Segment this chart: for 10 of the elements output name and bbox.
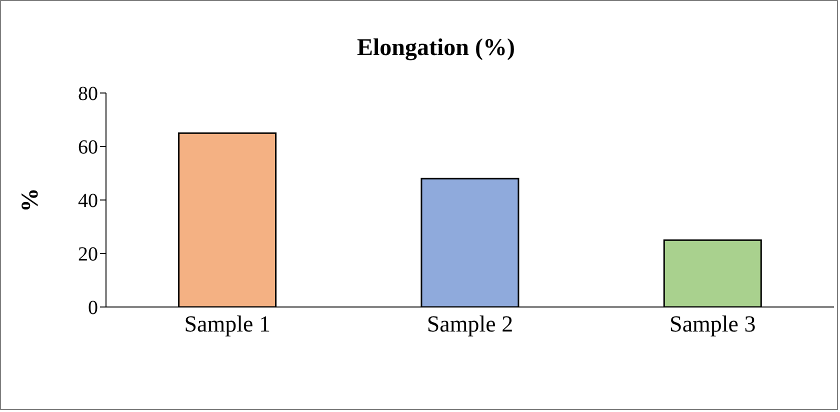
y-tick-label: 20 [78,244,98,266]
x-tick-label: Sample 3 [670,311,756,336]
x-tick-label: Sample 1 [184,311,270,336]
y-tick-label: 60 [78,136,98,159]
x-tick-label: Sample 2 [426,311,514,336]
chart-title: Elongation (%) [356,35,516,62]
y-tick-label: 80 [78,83,98,106]
y-axis-title: % [18,188,44,212]
y-tick-label: 0 [88,297,98,320]
y-tick-label: 40 [78,190,98,212]
